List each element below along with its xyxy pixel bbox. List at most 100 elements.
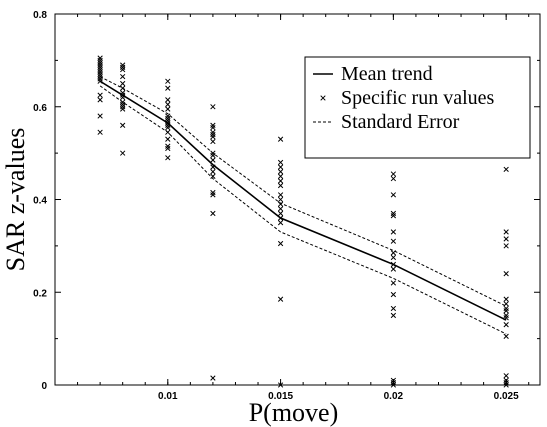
y-tick-label: 0.2 <box>33 288 47 299</box>
run-value-marker <box>165 101 171 108</box>
markers-layer <box>97 55 509 388</box>
run-value-marker <box>97 113 103 119</box>
run-value-marker <box>503 382 509 388</box>
run-value-marker <box>210 192 216 198</box>
run-value-marker <box>210 134 216 140</box>
run-value-marker <box>165 129 171 135</box>
run-value-marker <box>390 192 397 198</box>
run-value-marker <box>97 66 103 73</box>
run-value-marker <box>503 308 509 314</box>
y-tick-label: 0.8 <box>33 10 47 21</box>
x-tick-label: 0.02 <box>384 391 404 402</box>
run-value-marker <box>503 315 509 321</box>
run-value-marker <box>277 382 284 388</box>
run-value-marker <box>120 94 126 101</box>
run-value-marker <box>390 254 397 261</box>
run-value-marker <box>277 164 284 170</box>
run-value-marker <box>210 131 216 138</box>
run-value-marker <box>210 173 216 179</box>
run-value-marker <box>390 291 397 298</box>
run-value-marker <box>277 215 284 221</box>
run-value-marker <box>503 305 509 312</box>
run-value-marker <box>390 238 397 244</box>
run-value-marker <box>277 173 284 179</box>
axes: 0.01 0.015 0.02 0.025 0 0.2 0.4 0.6 0.8 <box>33 10 540 402</box>
run-value-marker <box>210 164 216 170</box>
run-value-marker <box>97 76 103 82</box>
run-value-marker <box>97 64 103 70</box>
run-value-marker <box>165 122 171 128</box>
x-axis-title: P(move) <box>249 398 339 427</box>
run-value-marker <box>120 122 126 128</box>
run-value-marker <box>210 169 216 175</box>
run-value-marker <box>390 250 397 256</box>
run-value-marker <box>120 99 126 105</box>
y-tick-label: 0.6 <box>33 103 47 114</box>
run-value-marker <box>277 136 284 142</box>
run-value-marker <box>210 124 216 131</box>
legend-swatch-specific-run-values <box>320 95 326 101</box>
run-value-marker <box>390 213 397 219</box>
run-value-marker <box>165 120 171 126</box>
x-tick-label: 0.01 <box>158 391 178 402</box>
run-value-marker <box>120 90 126 96</box>
run-value-marker <box>165 97 171 103</box>
run-value-marker <box>210 138 216 145</box>
y-tick-label: 0 <box>41 381 47 392</box>
run-value-marker <box>390 210 397 217</box>
run-value-marker <box>97 73 103 80</box>
run-value-marker <box>97 60 103 66</box>
run-value-marker <box>503 271 509 277</box>
run-value-marker <box>390 266 397 272</box>
legend-box <box>304 56 531 159</box>
run-value-marker <box>165 143 171 149</box>
run-value-marker <box>503 373 509 379</box>
run-value-marker <box>165 85 171 91</box>
run-value-marker <box>277 192 284 198</box>
run-value-marker <box>120 80 126 87</box>
run-value-marker <box>97 97 103 103</box>
run-value-marker <box>165 155 171 161</box>
run-value-marker <box>165 145 171 152</box>
run-value-marker <box>120 85 126 91</box>
run-value-marker <box>165 136 171 142</box>
run-value-marker <box>165 113 171 119</box>
run-value-marker <box>210 129 216 135</box>
run-value-marker <box>210 157 216 163</box>
run-value-marker <box>503 333 509 339</box>
run-value-marker <box>390 382 397 388</box>
run-value-marker <box>120 106 126 112</box>
run-value-marker <box>277 178 284 184</box>
run-value-marker <box>120 64 126 70</box>
run-value-marker <box>277 220 284 226</box>
run-value-marker <box>210 189 216 196</box>
run-value-marker <box>97 71 103 77</box>
run-value-marker <box>277 210 284 217</box>
run-value-marker <box>97 57 103 64</box>
run-value-marker <box>277 296 284 302</box>
run-value-marker <box>210 104 216 110</box>
y-axis-title: SAR z-values <box>1 128 30 272</box>
run-value-marker <box>97 55 103 61</box>
run-value-marker <box>503 380 509 386</box>
run-value-marker <box>210 375 216 381</box>
run-value-marker <box>503 377 509 384</box>
x-tick-label: 0.015 <box>268 391 293 402</box>
run-value-marker <box>210 122 216 128</box>
run-value-marker <box>277 201 284 207</box>
run-value-marker <box>165 78 171 84</box>
run-value-marker <box>120 104 126 110</box>
run-value-marker <box>97 69 103 75</box>
run-value-marker <box>503 166 509 173</box>
legend-label-mean-trend: Mean trend <box>341 63 433 85</box>
run-value-marker <box>165 118 171 124</box>
run-value-marker <box>165 106 171 112</box>
run-value-marker <box>120 92 126 98</box>
run-value-marker <box>97 78 103 84</box>
run-value-marker <box>390 229 397 235</box>
run-value-marker <box>97 129 103 135</box>
run-value-marker <box>277 240 284 247</box>
run-value-marker <box>503 322 509 328</box>
run-value-marker <box>97 62 103 68</box>
